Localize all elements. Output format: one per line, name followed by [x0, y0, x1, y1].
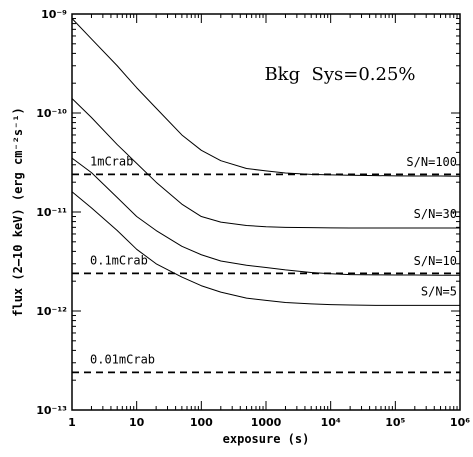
- sensitivity-curve: [71, 157, 460, 276]
- background-systematics-annotation: Bkg Sys=0.25%: [264, 64, 415, 85]
- chart-labels: 1 10 100 1000 10⁴ 10⁵ 10⁶ 10⁻¹³ 10⁻¹² 10⁻¹¹ 10⁻¹⁰ 1…: [36, 8, 470, 429]
- y-tick-label: 10⁻¹¹: [36, 206, 67, 219]
- curve-label: S/N=100: [406, 155, 457, 169]
- sensitivity-curve: [71, 191, 460, 306]
- x-tick-label: 10: [129, 416, 145, 429]
- y-tick-label: 10⁻¹³: [36, 404, 67, 417]
- reference-lines: [72, 173, 460, 374]
- reference-line-label: 0.1mCrab: [90, 253, 148, 267]
- x-tick-label: 10⁵: [385, 416, 405, 429]
- sensitivity-curves: [71, 18, 461, 306]
- x-tick-label: 100: [190, 416, 213, 429]
- x-tick-label: 10⁴: [321, 416, 341, 429]
- x-axis-label: exposure (s): [223, 432, 310, 446]
- sensitivity-curve: [71, 18, 461, 177]
- x-tick-label: 1000: [251, 416, 282, 429]
- curve-label: S/N=5: [421, 284, 457, 298]
- reference-line-label: 0.01mCrab: [90, 352, 155, 366]
- plot-frame: [71, 13, 461, 411]
- y-tick-label: 10⁻¹⁰: [36, 107, 67, 120]
- y-axis-label: flux (2–10 keV) (erg cm⁻²s⁻¹): [11, 107, 25, 317]
- curve-label: S/N=10: [414, 254, 457, 268]
- x-tick-label: 10⁶: [450, 416, 470, 429]
- y-tick-label: 10⁻¹²: [36, 305, 67, 318]
- sensitivity-curve: [71, 98, 460, 229]
- y-tick-label: 10⁻⁹: [41, 8, 67, 21]
- reference-line-label: 1mCrab: [90, 154, 133, 168]
- curve-label: S/N=30: [414, 207, 457, 221]
- x-tick-label: 1: [68, 416, 76, 429]
